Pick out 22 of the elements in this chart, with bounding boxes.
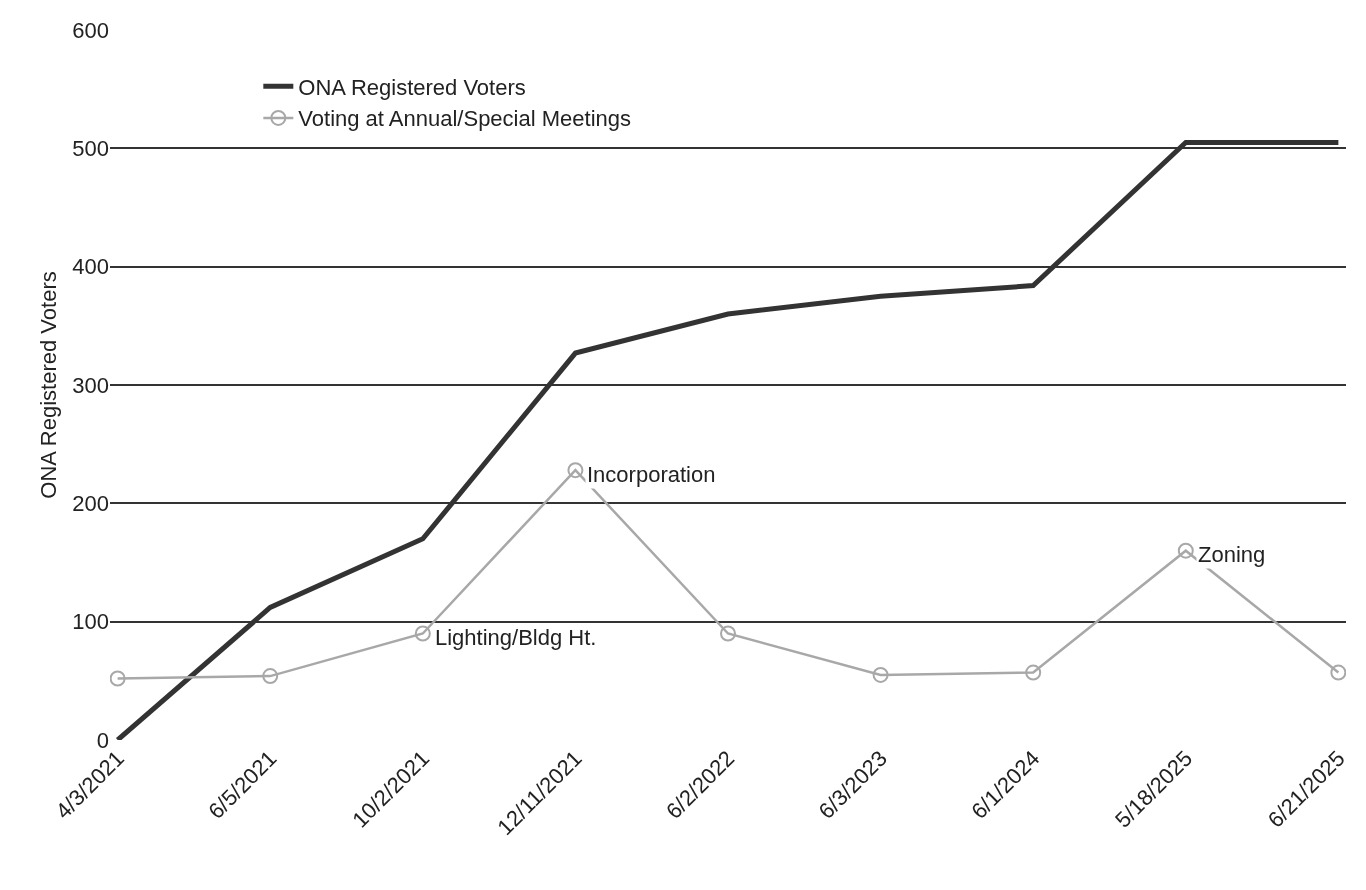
point bbox=[1330, 664, 1346, 681]
point bbox=[720, 625, 736, 642]
legend-label: ONA Registered Voters bbox=[298, 74, 526, 100]
y-tick-label: 0 bbox=[96, 727, 109, 753]
annotation: Zoning bbox=[1198, 542, 1266, 567]
y-tick-label: 500 bbox=[72, 136, 109, 162]
y-tick-label: 600 bbox=[72, 17, 109, 43]
annotation: Incorporation bbox=[587, 462, 716, 487]
legend-label: Voting at Annual/Special Meetings bbox=[298, 106, 632, 132]
y-axis-title: ONA Registered Voters bbox=[36, 271, 61, 499]
point bbox=[1025, 664, 1042, 681]
point bbox=[1177, 542, 1194, 559]
y-tick-label: 200 bbox=[72, 491, 109, 517]
point bbox=[872, 666, 889, 683]
y-tick-label: 400 bbox=[72, 254, 109, 280]
annotation: Lighting/Bldg Ht. bbox=[435, 625, 597, 650]
point bbox=[110, 670, 126, 687]
point bbox=[414, 625, 431, 642]
point bbox=[567, 462, 584, 479]
y-tick-label: 300 bbox=[72, 372, 109, 398]
y-tick-label: 100 bbox=[72, 609, 109, 635]
point bbox=[262, 668, 279, 685]
